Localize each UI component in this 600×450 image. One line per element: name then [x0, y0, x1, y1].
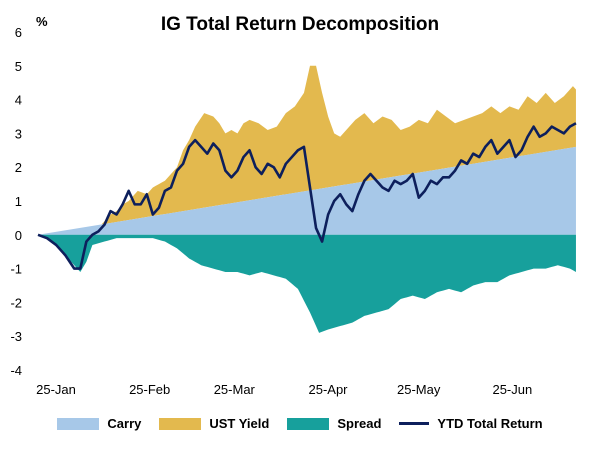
legend-item-ust-yield: UST Yield	[159, 416, 269, 431]
carry-area	[38, 146, 576, 235]
legend-swatch	[399, 422, 430, 425]
y-tick-label: 2	[15, 160, 22, 175]
legend-item-carry: Carry	[57, 416, 141, 431]
y-tick-label: 0	[15, 228, 22, 243]
x-tick-label: 25-May	[397, 382, 441, 397]
legend-label: Spread	[337, 416, 382, 431]
legend-item-total: YTD Total Return	[399, 416, 543, 431]
y-tick-label: 3	[15, 126, 22, 141]
y-axis-unit-label: %	[36, 14, 48, 29]
y-tick-label: -3	[10, 329, 22, 344]
x-tick-label: 25-Feb	[129, 382, 170, 397]
x-tick-label: 25-Jan	[36, 382, 76, 397]
x-tick-label: 25-Mar	[214, 382, 256, 397]
chart-title: IG Total Return Decomposition	[160, 14, 440, 35]
y-tick-label: 4	[15, 93, 22, 108]
legend-swatch	[287, 417, 330, 430]
y-tick-label: -4	[10, 363, 22, 378]
legend-label: YTD Total Return	[437, 416, 543, 431]
x-tick-label: 25-Jun	[492, 382, 532, 397]
legend: Carry UST Yield Spread YTD Total Return	[0, 416, 600, 431]
legend-label: Carry	[107, 416, 142, 431]
x-tick-label: 25-Apr	[308, 382, 348, 397]
spread-area	[38, 234, 576, 333]
ust-yield-area	[38, 65, 576, 235]
legend-swatch	[159, 417, 202, 430]
ytd-total-return-line	[37, 122, 577, 270]
y-tick-label: 6	[15, 25, 22, 40]
legend-label: UST Yield	[209, 416, 270, 431]
y-tick-label: 1	[15, 194, 22, 209]
y-tick-label: -2	[10, 295, 22, 310]
legend-item-spread: Spread	[287, 416, 381, 431]
y-tick-label: -1	[10, 262, 22, 277]
y-tick-label: 5	[15, 59, 22, 74]
legend-swatch	[57, 417, 100, 430]
